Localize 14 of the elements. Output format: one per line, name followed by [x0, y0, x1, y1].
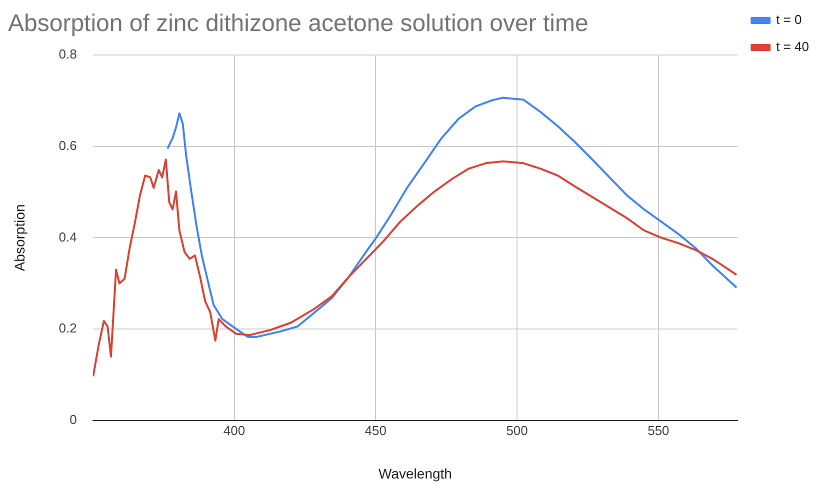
chart-title: Absorption of zinc dithizone acetone solution over time — [8, 10, 588, 38]
legend-label: t = 40 — [776, 39, 810, 54]
y-tick-label: 0.2 — [58, 320, 77, 336]
x-tick-label: 550 — [648, 422, 670, 438]
x-tick-label: 450 — [364, 422, 387, 438]
x-tick-label: 500 — [506, 422, 528, 438]
legend-label: t = 0 — [776, 12, 802, 28]
x-tick-label: 400 — [223, 422, 246, 438]
y-tick-label: 0.6 — [58, 138, 77, 153]
y-axis-title: Absorption — [11, 204, 28, 272]
x-axis-title: Wavelength — [378, 465, 452, 482]
y-tick-label: 0 — [70, 412, 77, 428]
y-tick-label: 0.4 — [58, 229, 77, 244]
y-tick-label: 0.8 — [58, 46, 77, 62]
